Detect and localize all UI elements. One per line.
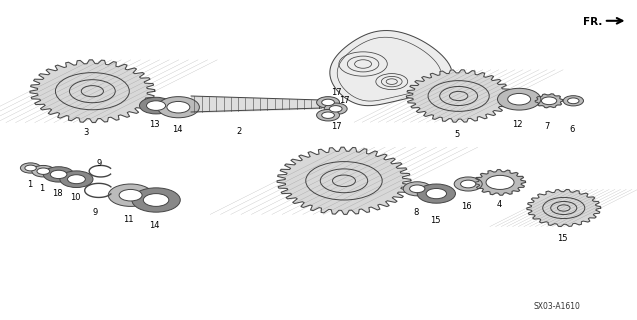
Circle shape [410, 185, 425, 193]
Circle shape [329, 106, 342, 112]
Circle shape [317, 97, 340, 108]
Circle shape [461, 180, 476, 188]
Circle shape [132, 188, 180, 212]
Polygon shape [330, 30, 452, 106]
Circle shape [143, 194, 169, 206]
Circle shape [403, 182, 431, 196]
Text: FR.: FR. [583, 17, 602, 27]
Text: 9: 9 [96, 159, 101, 168]
Circle shape [20, 163, 41, 173]
Circle shape [60, 171, 93, 188]
Circle shape [322, 112, 334, 118]
Circle shape [50, 170, 67, 179]
Circle shape [32, 165, 55, 177]
Circle shape [568, 98, 579, 104]
Polygon shape [475, 170, 526, 195]
Polygon shape [277, 147, 411, 214]
Text: 4: 4 [496, 200, 501, 209]
Text: 6: 6 [569, 125, 575, 134]
Text: 15: 15 [557, 234, 568, 243]
Text: 1: 1 [27, 180, 32, 189]
Circle shape [486, 175, 514, 189]
Circle shape [68, 175, 85, 184]
Circle shape [497, 88, 541, 110]
Circle shape [167, 101, 190, 113]
Text: 8: 8 [413, 208, 419, 217]
Circle shape [157, 97, 199, 118]
Polygon shape [406, 70, 511, 122]
Circle shape [25, 165, 36, 171]
Text: 2: 2 [236, 127, 241, 136]
Polygon shape [527, 189, 601, 227]
Circle shape [454, 177, 482, 191]
Text: 3: 3 [83, 128, 89, 137]
Polygon shape [535, 94, 563, 108]
Text: 14: 14 [172, 125, 182, 134]
Circle shape [417, 184, 455, 203]
Polygon shape [30, 60, 155, 123]
Text: 10: 10 [70, 193, 80, 202]
Circle shape [37, 168, 50, 174]
Circle shape [508, 93, 531, 105]
Text: 7: 7 [544, 122, 549, 131]
Text: 12: 12 [512, 120, 522, 129]
Text: 5: 5 [455, 130, 460, 139]
Circle shape [108, 184, 153, 206]
Text: 18: 18 [52, 189, 62, 198]
Circle shape [147, 101, 166, 110]
Circle shape [541, 97, 557, 105]
Circle shape [322, 99, 334, 106]
Text: 16: 16 [461, 202, 471, 211]
Text: SX03-A1610: SX03-A1610 [534, 302, 581, 311]
Text: 9: 9 [93, 208, 98, 217]
Circle shape [317, 109, 340, 121]
Text: 17: 17 [339, 96, 349, 105]
Text: 14: 14 [149, 221, 159, 230]
Text: 17: 17 [331, 122, 341, 131]
Text: 1: 1 [39, 184, 45, 193]
Text: 17: 17 [331, 88, 341, 97]
Circle shape [563, 96, 583, 106]
Circle shape [324, 103, 347, 115]
Circle shape [119, 189, 142, 201]
Circle shape [140, 97, 173, 114]
Circle shape [43, 167, 74, 182]
Text: 13: 13 [150, 120, 160, 129]
Text: 11: 11 [124, 215, 134, 224]
Circle shape [426, 188, 447, 199]
Text: 15: 15 [430, 216, 440, 225]
